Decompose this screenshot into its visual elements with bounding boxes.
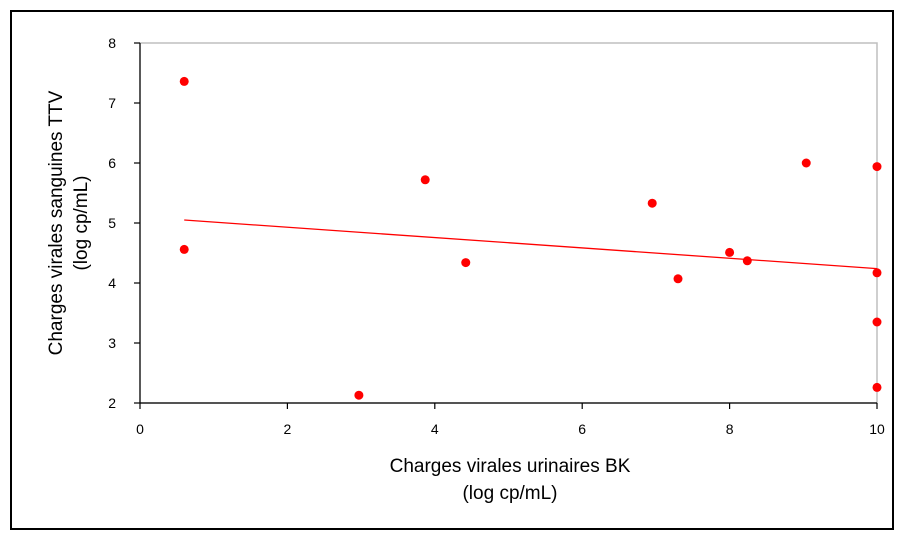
x-tick-label: 4 — [431, 421, 439, 437]
plot-area-border — [139, 42, 878, 404]
x-tick-label: 0 — [136, 421, 144, 437]
y-tick-label: 2 — [108, 395, 116, 411]
y-tick-label: 8 — [108, 35, 116, 51]
y-tick-label: 7 — [108, 95, 116, 111]
trendline-group — [184, 219, 878, 270]
x-tick-label: 10 — [869, 421, 885, 437]
y-tick-label: 4 — [108, 275, 116, 291]
data-point — [801, 158, 811, 168]
y-tick-label: 5 — [108, 215, 116, 231]
y-axis-title-line1: Charges virales sanguines TTV — [46, 90, 67, 355]
data-point — [354, 390, 364, 400]
data-point — [872, 317, 882, 327]
data-point — [872, 162, 882, 172]
data-point — [461, 258, 471, 268]
data-points — [179, 76, 882, 400]
data-point — [742, 256, 752, 266]
x-tick-label: 2 — [284, 421, 292, 437]
y-tick-label: 6 — [108, 155, 116, 171]
data-point — [872, 382, 882, 392]
data-point — [179, 76, 189, 86]
axis-ticks: 0 2 4 6 8 10 2 3 4 5 6 7 8 — [108, 35, 885, 437]
data-point — [647, 198, 657, 208]
y-tick-label: 3 — [108, 335, 116, 351]
x-axis-title-line1: Charges virales urinaires BK — [390, 456, 631, 477]
x-tick-label: 6 — [578, 421, 586, 437]
data-point — [179, 244, 189, 254]
data-point — [725, 247, 735, 257]
data-point — [872, 268, 882, 278]
trendline — [184, 219, 878, 270]
chart-frame — [10, 10, 894, 530]
data-point — [420, 175, 430, 185]
data-point — [673, 274, 683, 284]
x-tick-label: 8 — [726, 421, 734, 437]
y-axis-title-line2: (log cp/mL) — [71, 175, 92, 270]
x-axis-title-line2: (log cp/mL) — [462, 483, 557, 504]
